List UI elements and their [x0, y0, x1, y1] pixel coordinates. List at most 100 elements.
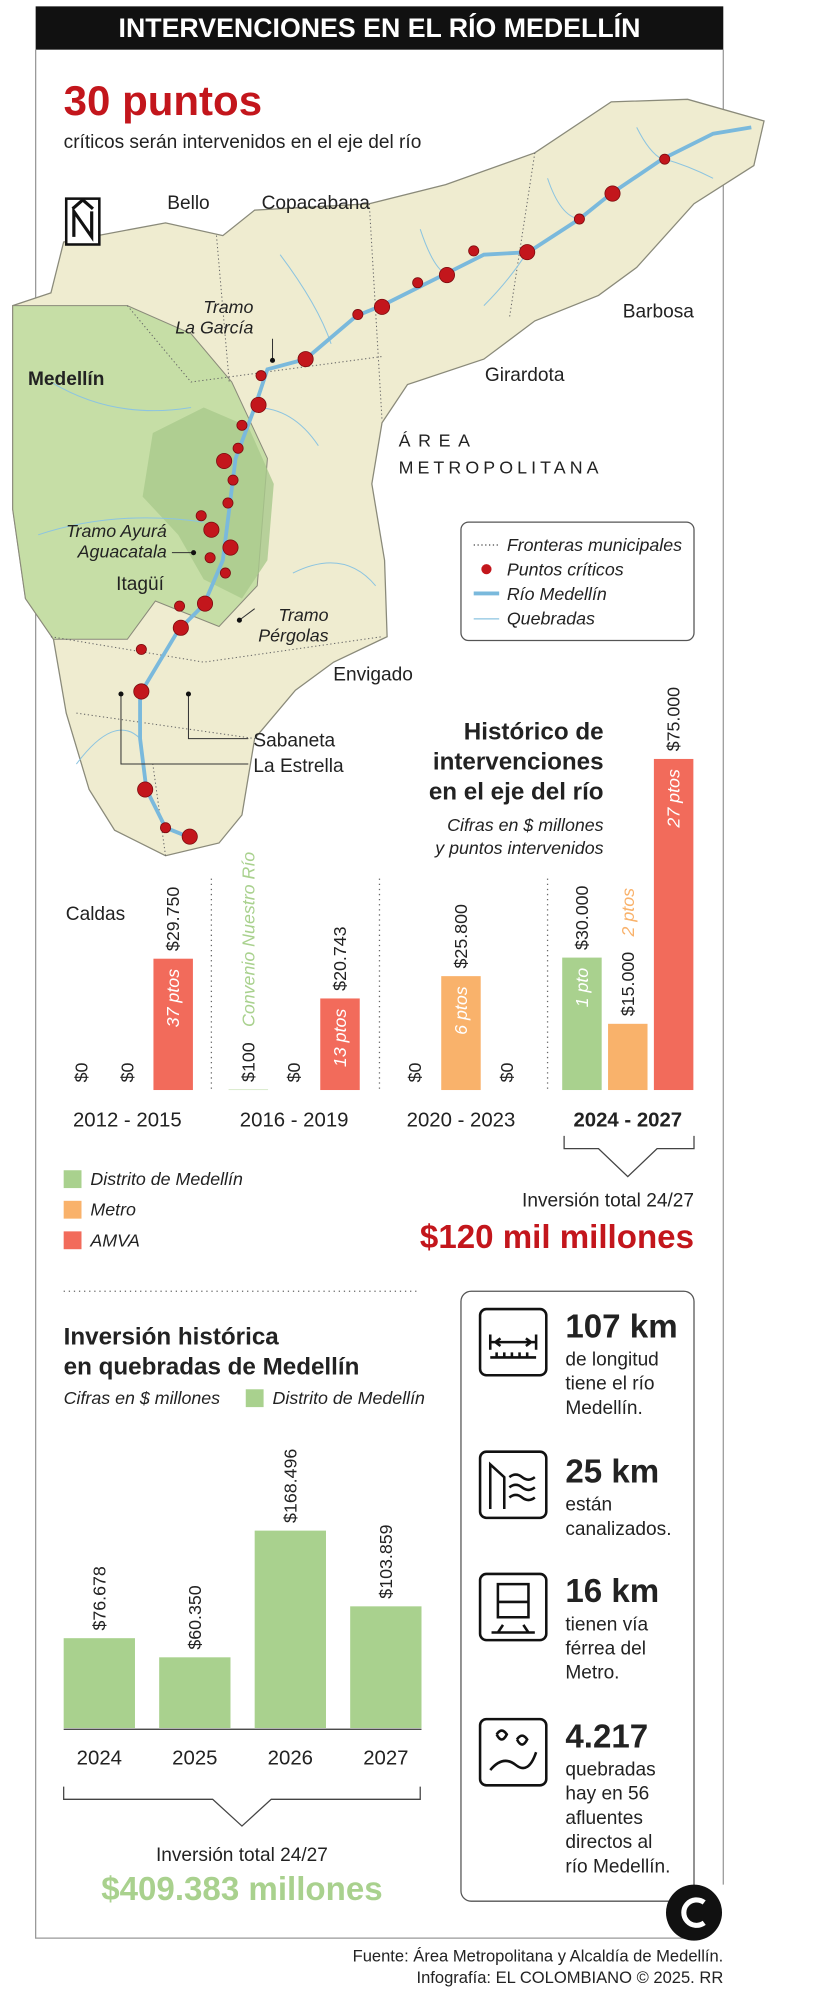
total-label: Inversión total 24/27: [156, 1845, 328, 1866]
total-value: $409.383 millones: [101, 1871, 382, 1908]
x-tick-label: 2016 - 2019: [240, 1110, 349, 1132]
stat-text: férrea del: [565, 1639, 646, 1660]
place-label: Barbosa: [623, 301, 694, 322]
x-tick-label: 2024 - 2027: [573, 1110, 682, 1132]
value-label: $0: [117, 1062, 137, 1082]
region-label: ÁREA: [399, 431, 478, 451]
chart-title: Inversión histórica: [64, 1324, 280, 1351]
bar-note: 2 ptos: [618, 888, 638, 938]
legend-label: Distrito de Medellín: [273, 1388, 426, 1408]
footer-credit: Infografía: EL COLOMBIANO © 2025. RR: [416, 1968, 723, 1987]
stat-text: Medellín.: [565, 1398, 642, 1419]
bar-note: 1 pto: [572, 968, 592, 1008]
stat-value: 4.217: [565, 1718, 648, 1755]
legend-swatch: [246, 1389, 264, 1407]
chart-subtitle: y puntos intervenidos: [433, 838, 603, 858]
place-label: Envigado: [333, 664, 413, 685]
bar-note: 27 ptos: [664, 769, 684, 829]
legend-label: Fronteras municipales: [507, 535, 682, 555]
bar: [255, 1531, 326, 1728]
stat-value: 107 km: [565, 1308, 677, 1345]
stat-text: tienen vía: [565, 1614, 648, 1635]
total-value: $120 mil millones: [420, 1219, 694, 1256]
region-label: METROPOLITANA: [399, 457, 603, 477]
stat-text: tiene el río: [565, 1374, 654, 1395]
value-label: $60.350: [185, 1585, 205, 1649]
value-label: $100: [238, 1042, 258, 1082]
bar-note: 37 ptos: [163, 969, 183, 1028]
tramo-label: La García: [175, 317, 253, 337]
chart-title: Histórico de: [464, 719, 604, 746]
x-tick-label: 2012 - 2015: [73, 1110, 182, 1132]
map: [13, 99, 764, 855]
value-label: $29.750: [163, 887, 183, 951]
value-label: $0: [405, 1062, 425, 1082]
legend-label: Quebradas: [507, 609, 595, 629]
stat-value: 25 km: [565, 1454, 659, 1491]
legend-label: Metro: [90, 1200, 136, 1220]
value-label: $15.000: [618, 952, 638, 1016]
tramo-label: Tramo: [203, 297, 253, 317]
value-label: $0: [284, 1062, 304, 1082]
legend-label: AMVA: [89, 1230, 140, 1250]
value-label: $20.743: [330, 926, 350, 990]
x-tick-label: 2025: [172, 1748, 217, 1770]
stat-text: están: [565, 1495, 612, 1516]
chart-title: intervenciones: [433, 749, 604, 776]
headline-text: críticos serán intervenidos en el eje de…: [64, 132, 422, 153]
place-label: Caldas: [66, 904, 125, 925]
tramo-label: Pérgolas: [258, 625, 328, 645]
stat-text: Metro.: [565, 1663, 619, 1684]
place-label: La Estrella: [253, 756, 344, 777]
value-label: $0: [497, 1062, 517, 1082]
value-label: $75.000: [664, 687, 684, 751]
value-label: $25.800: [451, 904, 471, 968]
logo: [666, 1885, 722, 1941]
x-tick-label: 2020 - 2023: [407, 1110, 516, 1132]
chart-title: en el eje del río: [429, 779, 604, 806]
bar-note: Convenio Nuestro Río: [238, 852, 258, 1027]
place-label: Girardota: [485, 365, 565, 386]
legend-label: Distrito de Medellín: [90, 1169, 243, 1189]
brace: [564, 1136, 694, 1177]
x-tick-label: 2027: [363, 1748, 408, 1770]
bar: [350, 1606, 421, 1728]
stat-text: afluentes: [565, 1808, 643, 1829]
place-label: Bello: [167, 193, 209, 214]
value-label: $168.496: [280, 1449, 300, 1523]
x-tick-label: 2024: [77, 1748, 122, 1770]
x-tick-label: 2026: [268, 1748, 313, 1770]
stat-text: río Medellín.: [565, 1856, 670, 1877]
bar-note: 6 ptos: [451, 986, 471, 1035]
tramo-label: Tramo: [278, 605, 328, 625]
header-title: INTERVENCIONES EN EL RÍO MEDELLÍN: [119, 12, 641, 43]
headline-number: 30 puntos: [64, 77, 262, 124]
tramo-label: Tramo Ayurá: [66, 521, 167, 541]
bar: [608, 1024, 647, 1090]
chart-title: en quebradas de Medellín: [64, 1353, 360, 1380]
stat-text: de longitud: [565, 1349, 658, 1370]
legend-swatch: [64, 1231, 82, 1249]
place-label: Copacabana: [262, 193, 371, 214]
legend-label: Río Medellín: [507, 584, 607, 604]
legend-swatch: [64, 1201, 82, 1219]
footer-source: Fuente: Área Metropolitana y Alcaldía de…: [353, 1946, 724, 1965]
place-label: Sabaneta: [253, 731, 335, 752]
total-label: Inversión total 24/27: [522, 1190, 694, 1211]
value-label: $103.859: [376, 1524, 396, 1598]
bar: [159, 1657, 230, 1728]
value-label: $0: [71, 1062, 91, 1082]
bar: [64, 1638, 135, 1728]
stat-value: 16 km: [565, 1573, 659, 1610]
brace: [64, 1787, 421, 1826]
legend-swatch: [64, 1170, 82, 1188]
place-label: Medellín: [28, 369, 104, 390]
tramo-label: Aguacatala: [77, 541, 167, 561]
value-label: $76.678: [89, 1566, 109, 1630]
stat-text: canalizados.: [565, 1519, 671, 1540]
stat-text: directos al: [565, 1832, 652, 1853]
bar-note: 13 ptos: [330, 1009, 350, 1068]
place-label: Itagüí: [116, 574, 164, 595]
